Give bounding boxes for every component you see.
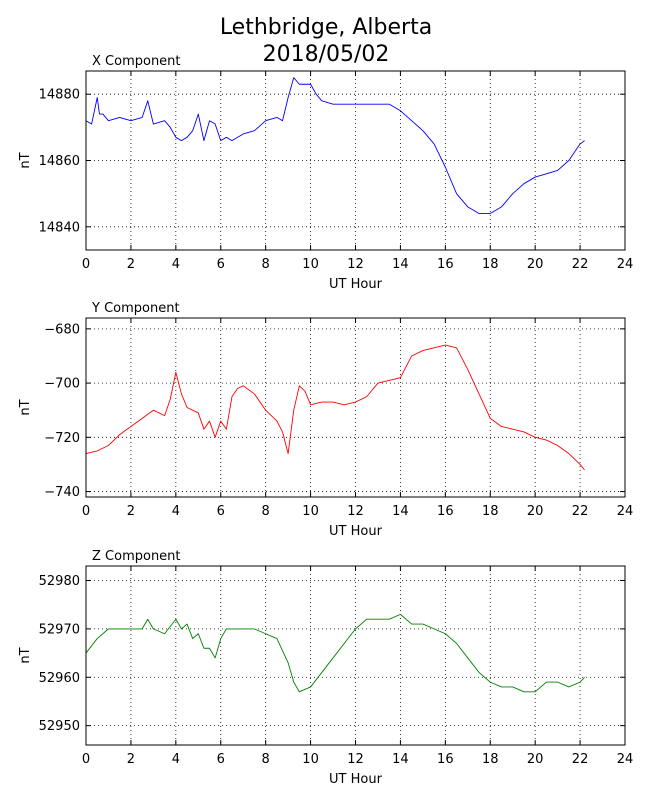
x-tick-label: 18 bbox=[482, 752, 499, 767]
x-tick-label: 20 bbox=[527, 257, 544, 272]
x-tick-label: 24 bbox=[617, 257, 634, 272]
x-tick-label: 24 bbox=[617, 752, 634, 767]
x-tick-label: 0 bbox=[82, 257, 90, 272]
x-tick-label: 8 bbox=[262, 752, 270, 767]
x-tick-label: 6 bbox=[217, 504, 225, 519]
x-component-series-line bbox=[85, 77, 585, 214]
subplot-title: X Component bbox=[92, 54, 181, 69]
x-tick-label: 22 bbox=[572, 257, 589, 272]
x-tick-label: 14 bbox=[392, 257, 409, 272]
x-tick-label: 20 bbox=[527, 504, 544, 519]
x-tick-label: 24 bbox=[617, 504, 634, 519]
y-tick-label: −680 bbox=[44, 322, 80, 337]
x-tick-label: 12 bbox=[347, 504, 364, 519]
y-tick-label: 52960 bbox=[39, 671, 80, 686]
x-tick-label: 4 bbox=[172, 504, 180, 519]
y-tick-label: −700 bbox=[44, 377, 80, 392]
x-tick-label: 8 bbox=[262, 504, 270, 519]
figure-title-line1: Lethbridge, Alberta bbox=[220, 15, 432, 40]
x-tick-label: 14 bbox=[392, 752, 409, 767]
x-tick-label: 16 bbox=[437, 257, 454, 272]
x-tick-label: 10 bbox=[302, 257, 319, 272]
subplot-title: Z Component bbox=[92, 549, 181, 564]
figure-title-line2: 2018/05/02 bbox=[263, 42, 390, 67]
x-tick-label: 10 bbox=[302, 504, 319, 519]
x-tick-label: 22 bbox=[572, 752, 589, 767]
x-axis-label: UT Hour bbox=[329, 277, 383, 292]
y-tick-label: 14880 bbox=[39, 88, 80, 103]
y-tick-label: 52950 bbox=[39, 719, 80, 734]
x-tick-label: 14 bbox=[392, 504, 409, 519]
x-axis-label: UT Hour bbox=[329, 524, 383, 539]
y-tick-label: 52980 bbox=[39, 574, 80, 589]
x-tick-label: 22 bbox=[572, 504, 589, 519]
x-tick-label: 4 bbox=[172, 257, 180, 272]
y-tick-label: 14860 bbox=[39, 154, 80, 169]
y-axis-label: nT bbox=[18, 399, 33, 415]
x-tick-label: 12 bbox=[347, 257, 364, 272]
z-component-series-line bbox=[85, 613, 585, 693]
x-tick-label: 18 bbox=[482, 257, 499, 272]
x-tick-label: 16 bbox=[437, 504, 454, 519]
x-tick-label: 16 bbox=[437, 752, 454, 767]
x-tick-label: 0 bbox=[82, 752, 90, 767]
x-tick-label: 20 bbox=[527, 752, 544, 767]
panel-z-component: 0 2 4 6 8 10 12 14 16 18 20 22 245295052960529705298… bbox=[18, 549, 633, 787]
y-component-series-line bbox=[85, 344, 585, 471]
y-axis-label: nT bbox=[18, 152, 33, 168]
y-tick-label: −740 bbox=[44, 485, 80, 500]
x-tick-label: 4 bbox=[172, 752, 180, 767]
x-axis-label: UT Hour bbox=[329, 772, 383, 787]
x-tick-label: 12 bbox=[347, 752, 364, 767]
y-tick-label: 14840 bbox=[39, 220, 80, 235]
y-axis-label: nT bbox=[18, 647, 33, 663]
subplot-title: Y Component bbox=[91, 301, 180, 316]
x-tick-label: 2 bbox=[127, 257, 135, 272]
y-tick-label: 52970 bbox=[39, 622, 80, 637]
y-tick-label: −720 bbox=[44, 431, 80, 446]
x-tick-label: 10 bbox=[302, 752, 319, 767]
x-tick-label: 18 bbox=[482, 504, 499, 519]
x-tick-label: 0 bbox=[82, 504, 90, 519]
x-tick-label: 6 bbox=[217, 257, 225, 272]
x-tick-label: 2 bbox=[127, 504, 135, 519]
x-tick-label: 2 bbox=[127, 752, 135, 767]
x-tick-label: 6 bbox=[217, 752, 225, 767]
x-tick-label: 8 bbox=[262, 257, 270, 272]
